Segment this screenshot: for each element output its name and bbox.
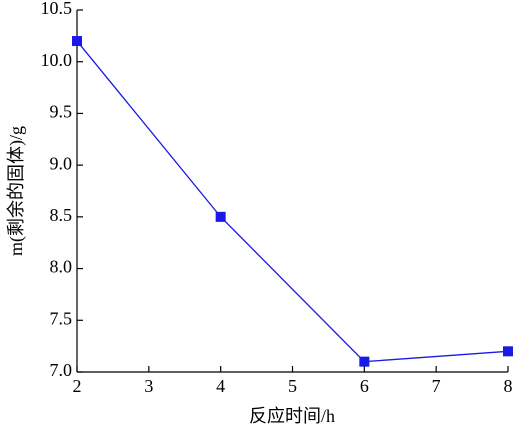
x-tick-label: 7 xyxy=(432,376,441,396)
y-tick-label: 8.0 xyxy=(50,257,73,277)
y-tick-label: 10.0 xyxy=(41,50,73,70)
y-tick-label: 10.5 xyxy=(41,0,73,18)
x-tick-label: 5 xyxy=(288,376,297,396)
x-tick-label: 4 xyxy=(216,376,225,396)
marker xyxy=(215,211,226,222)
x-tick-label: 6 xyxy=(360,376,369,396)
marker xyxy=(359,356,370,367)
series-line xyxy=(76,40,509,363)
y-axis-label: m(剩余的固体)/g xyxy=(6,126,27,256)
y-tick-label: 8.5 xyxy=(50,205,73,225)
y-tick-label: 9.0 xyxy=(50,153,73,173)
x-tick-label: 8 xyxy=(504,376,513,396)
y-tick-label: 7.5 xyxy=(50,308,73,328)
x-tick-label: 2 xyxy=(73,376,82,396)
marker xyxy=(503,346,513,357)
marker xyxy=(72,36,82,47)
x-tick-label: 3 xyxy=(144,376,153,396)
y-tick-label: 9.5 xyxy=(50,102,73,122)
x-axis-label: 反应时间/h xyxy=(249,406,335,426)
y-tick-label: 7.0 xyxy=(50,360,73,380)
